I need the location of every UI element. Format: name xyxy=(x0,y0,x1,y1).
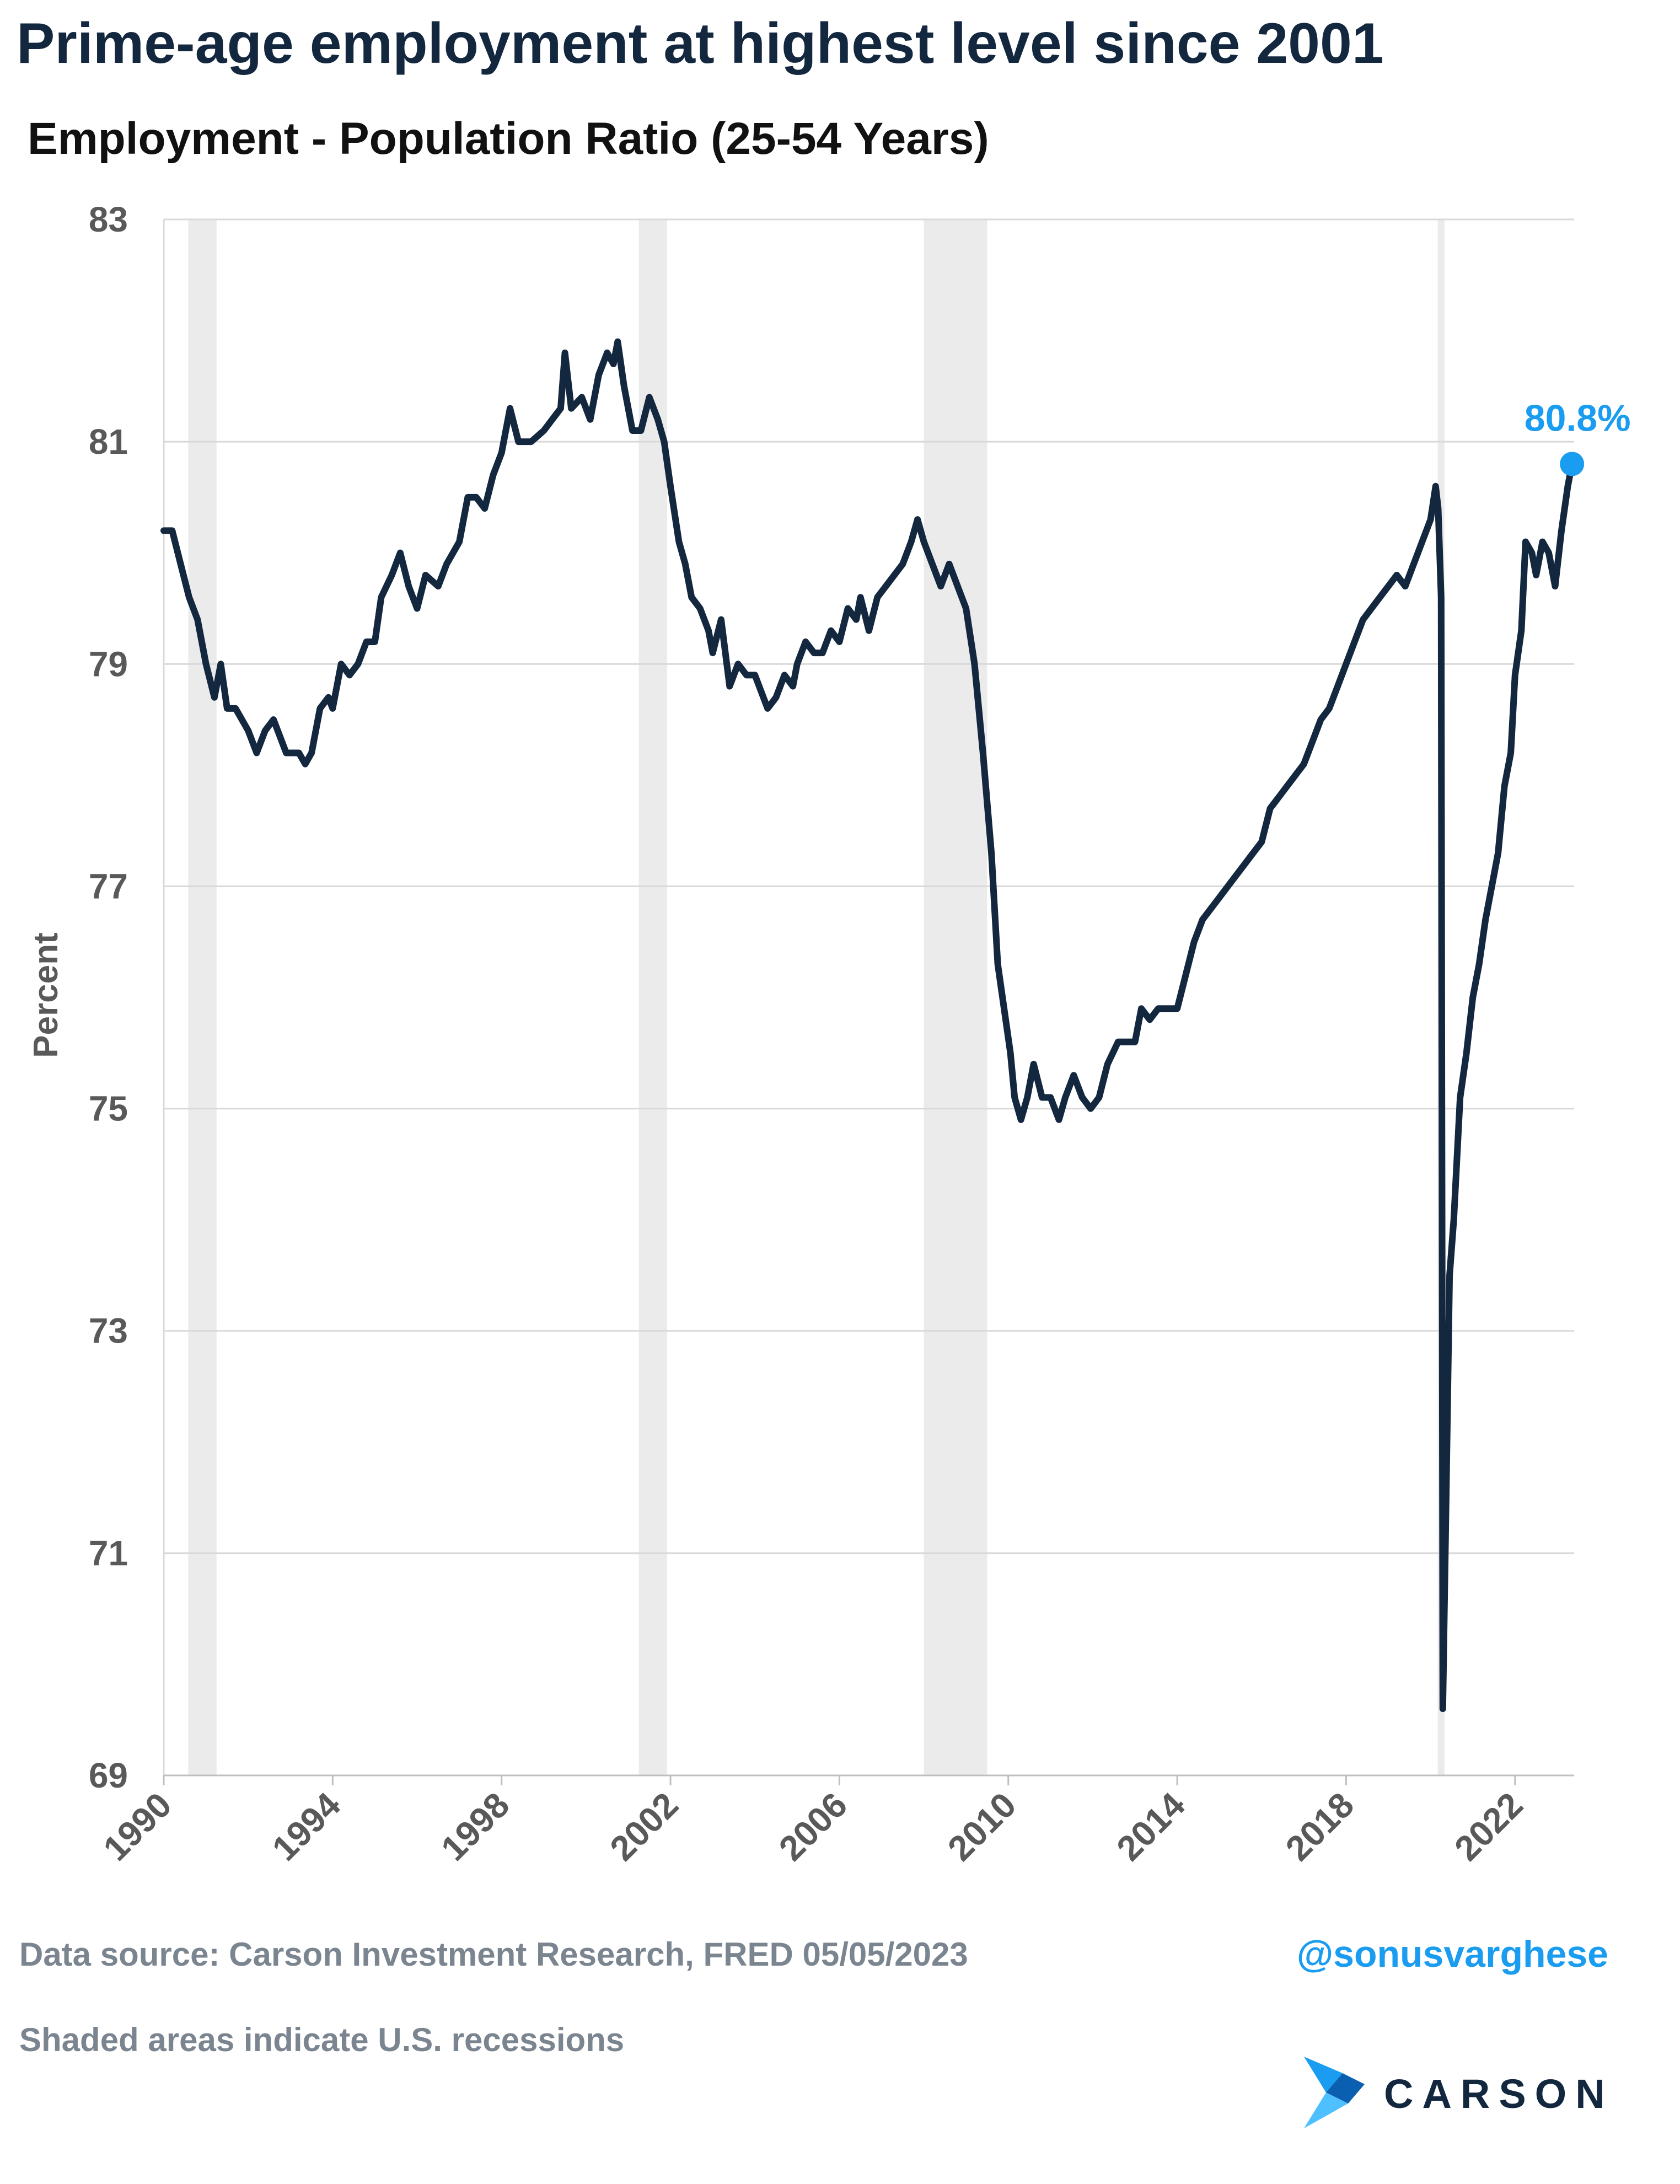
y-tick-label: 79 xyxy=(89,644,128,684)
x-tick-label: 2018 xyxy=(1278,1785,1362,1869)
x-tick-label: 1994 xyxy=(265,1785,348,1869)
x-tick-label: 2006 xyxy=(771,1785,855,1869)
x-tick-label: 2002 xyxy=(602,1785,686,1869)
recession-note: Shaded areas indicate U.S. recessions xyxy=(19,2021,625,2058)
recession-bands xyxy=(188,219,1445,1775)
chart-title: Prime-age employment at highest level si… xyxy=(17,12,1384,76)
recession-band-0 xyxy=(188,219,217,1775)
series-layer: 80.8% xyxy=(160,338,1631,1713)
y-tick-label: 71 xyxy=(89,1533,128,1573)
chart-subtitle: Employment - Population Ratio (25-54 Yea… xyxy=(28,114,989,164)
y-tick-label: 75 xyxy=(89,1089,128,1129)
axes: 69 71 73 75 77 79 81 83 1990 1994 1998 2002 2006 2010… xyxy=(89,200,1574,1869)
series-line-0 xyxy=(160,338,1576,1713)
recession-band-2 xyxy=(924,219,987,1775)
x-tick-label: 2022 xyxy=(1447,1785,1531,1869)
x-tick-label: 2010 xyxy=(940,1785,1024,1869)
carson-logo-text: CARSON xyxy=(1384,2071,1614,2117)
y-axis-label: Percent xyxy=(27,932,65,1058)
x-tick-label: 1998 xyxy=(433,1785,517,1869)
y-tick-label: 81 xyxy=(89,422,128,462)
y-tick-label: 69 xyxy=(89,1756,128,1795)
recession-band-1 xyxy=(638,219,667,1775)
author-handle[interactable]: @sonusvarghese xyxy=(1296,1933,1608,1975)
x-tick-label: 1990 xyxy=(95,1785,179,1869)
last-point-marker xyxy=(1560,452,1585,476)
y-tick-label: 77 xyxy=(89,866,128,906)
gridlines xyxy=(164,218,1574,1777)
x-tick-label: 2014 xyxy=(1109,1785,1193,1869)
y-tick-label: 83 xyxy=(89,200,128,239)
last-point-label: 80.8% xyxy=(1525,397,1631,439)
data-source-note: Data source: Carson Investment Research,… xyxy=(19,1936,968,1973)
carson-logo: CARSON xyxy=(1304,2051,1613,2139)
carson-logo-icon xyxy=(1304,2057,1365,2128)
y-tick-label: 73 xyxy=(89,1311,128,1351)
